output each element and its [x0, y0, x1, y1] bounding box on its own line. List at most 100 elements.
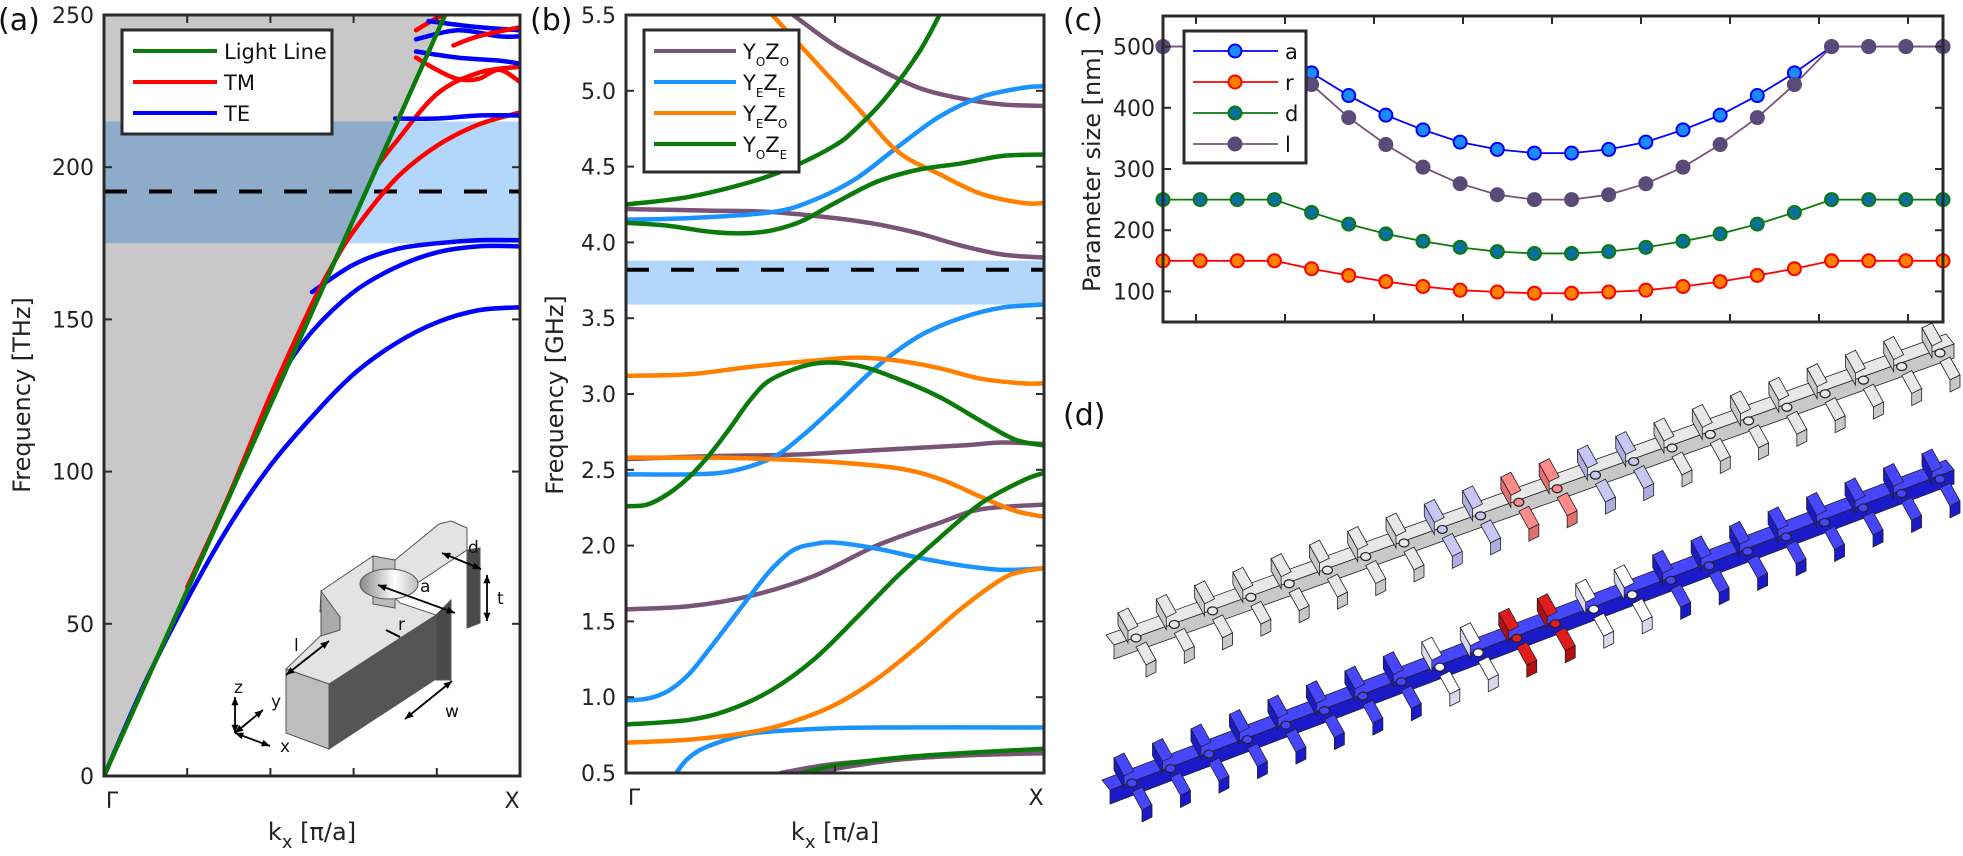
unit-cell-hole: [1857, 375, 1870, 385]
data-point-d: [1452, 239, 1468, 255]
unit-cell-arm-side: [1498, 611, 1510, 645]
legend-box: [642, 28, 801, 174]
unit-cell-arm-side: [1911, 387, 1923, 407]
data-point-d: [1601, 244, 1617, 260]
y-axis-title-b: Frequency [GHz]: [541, 295, 569, 495]
unit-cell-arm-side: [1719, 455, 1731, 475]
unit-cell-hole: [1934, 348, 1946, 358]
legend-label: d: [1285, 102, 1298, 126]
inset-label-w: w: [445, 702, 459, 722]
unit-cell-arm-side: [1347, 530, 1359, 564]
data-point-l: [1638, 176, 1654, 192]
band-line-yoze: [626, 15, 942, 207]
y-tick-label: 2.0: [581, 535, 616, 560]
unit-cell-hole: [1360, 551, 1372, 562]
data-point-r: [1192, 253, 1208, 269]
y-tick-label: 500: [1113, 36, 1155, 61]
unit-cell-arm-side: [1795, 558, 1807, 577]
unit-cell-arm-side: [1834, 543, 1845, 563]
unit-cell-arm-side: [1872, 529, 1884, 548]
data-point-a: [1341, 88, 1357, 104]
y-tick-label: 200: [1113, 219, 1155, 244]
unit-cell-hole: [1704, 429, 1716, 440]
panel-a-band-diagram: 0 50 100 150 200 250 Γ X Light Line TM TE d a t r l w z…: [8, 4, 522, 853]
unit-cell-hole: [1434, 662, 1446, 672]
x-tick-label: X: [1028, 786, 1043, 811]
unit-cell-arm-side: [1613, 568, 1625, 602]
axes-frame: [102, 13, 522, 778]
data-point-l: [1378, 137, 1394, 153]
y-tick-label: 2.5: [581, 459, 616, 484]
legend-marker: [1227, 136, 1243, 152]
data-point-l: [1341, 110, 1357, 126]
unit-cell-arm-side: [1883, 340, 1895, 374]
unit-cell-arm-side: [1270, 557, 1282, 591]
y-tick-label: 1.5: [581, 610, 616, 635]
unit-cell-hole: [1395, 677, 1407, 687]
y-tick-label: 400: [1113, 97, 1155, 122]
data-point-d: [1824, 192, 1840, 208]
unit-cell-hole: [1857, 503, 1869, 513]
arrowhead: [472, 562, 481, 570]
unit-cell-arm-side: [1487, 674, 1499, 693]
unit-cell-arm-side: [1757, 572, 1769, 592]
data-point-d: [1712, 226, 1728, 242]
data-point-a: [1675, 122, 1691, 138]
data-point-l: [1564, 192, 1580, 208]
data-point-d: [1526, 245, 1542, 261]
unit-cell-arm-side: [1806, 367, 1818, 401]
data-point-d: [1749, 216, 1765, 232]
panel-label-a: (a): [0, 3, 40, 38]
legend-box: [1182, 29, 1308, 165]
unit-cell-inset: d a t r l w z y x: [231, 520, 504, 757]
unit-cell-arm-side: [1603, 630, 1615, 649]
unit-cell-arm-side: [1410, 703, 1422, 722]
unit-cell-arm-side: [1190, 727, 1202, 761]
arrowhead: [231, 724, 239, 733]
data-point-r: [1675, 279, 1691, 295]
unit-cell-arm-side: [1462, 489, 1473, 523]
unit-cell-hole: [1665, 575, 1677, 585]
band-line-yoze: [626, 470, 1044, 727]
data-point-r: [1749, 267, 1765, 283]
y-tick-label: 5.0: [581, 80, 616, 105]
unit-cell-arm-side: [1372, 717, 1384, 736]
data-point-a: [1415, 122, 1431, 138]
unit-cell-arm-side: [1718, 587, 1730, 606]
unit-cell-arm-side: [1921, 326, 1933, 360]
data-point-d: [1898, 192, 1914, 208]
series-line-d: [1163, 198, 1943, 255]
band-line-yeze: [626, 84, 1044, 222]
data-point-d: [1415, 233, 1431, 249]
unit-cell-arm-side: [1681, 469, 1693, 488]
band-line-te: [413, 49, 520, 66]
arrowhead: [235, 732, 244, 740]
legend-label: YOZO: [742, 40, 789, 69]
unit-cell-hole: [1126, 778, 1138, 788]
arrowhead: [261, 739, 270, 747]
unit-cell-arm-side: [1605, 496, 1616, 515]
legend-label: a: [1285, 40, 1298, 64]
y-tick-label: 3.0: [581, 383, 616, 408]
data-point-a: [1452, 134, 1468, 150]
arrowhead: [254, 710, 263, 718]
unit-cell-arm-side: [1113, 756, 1125, 790]
unit-cell-hole: [1321, 565, 1334, 575]
unit-cell-arm-side: [1566, 510, 1578, 529]
panel-label-b: (b): [530, 3, 572, 38]
unit-cell-arm-side: [1844, 481, 1856, 515]
arrowhead: [235, 725, 244, 733]
unit-cell-hole: [1283, 579, 1295, 589]
unit-cell-arm-side: [1729, 524, 1741, 558]
unit-cell-arm-side: [1344, 669, 1356, 703]
arrowhead: [442, 552, 451, 560]
legend-marker: [1227, 105, 1243, 121]
data-point-l: [1526, 192, 1542, 208]
unit-cell-hole: [1666, 443, 1678, 453]
inset-label-y: y: [271, 692, 281, 712]
y-tick-label: 4.0: [581, 231, 616, 256]
unit-cell-hole: [1203, 749, 1215, 759]
band-line-te: [276, 243, 520, 380]
unit-cell-arm-side: [1949, 500, 1961, 519]
